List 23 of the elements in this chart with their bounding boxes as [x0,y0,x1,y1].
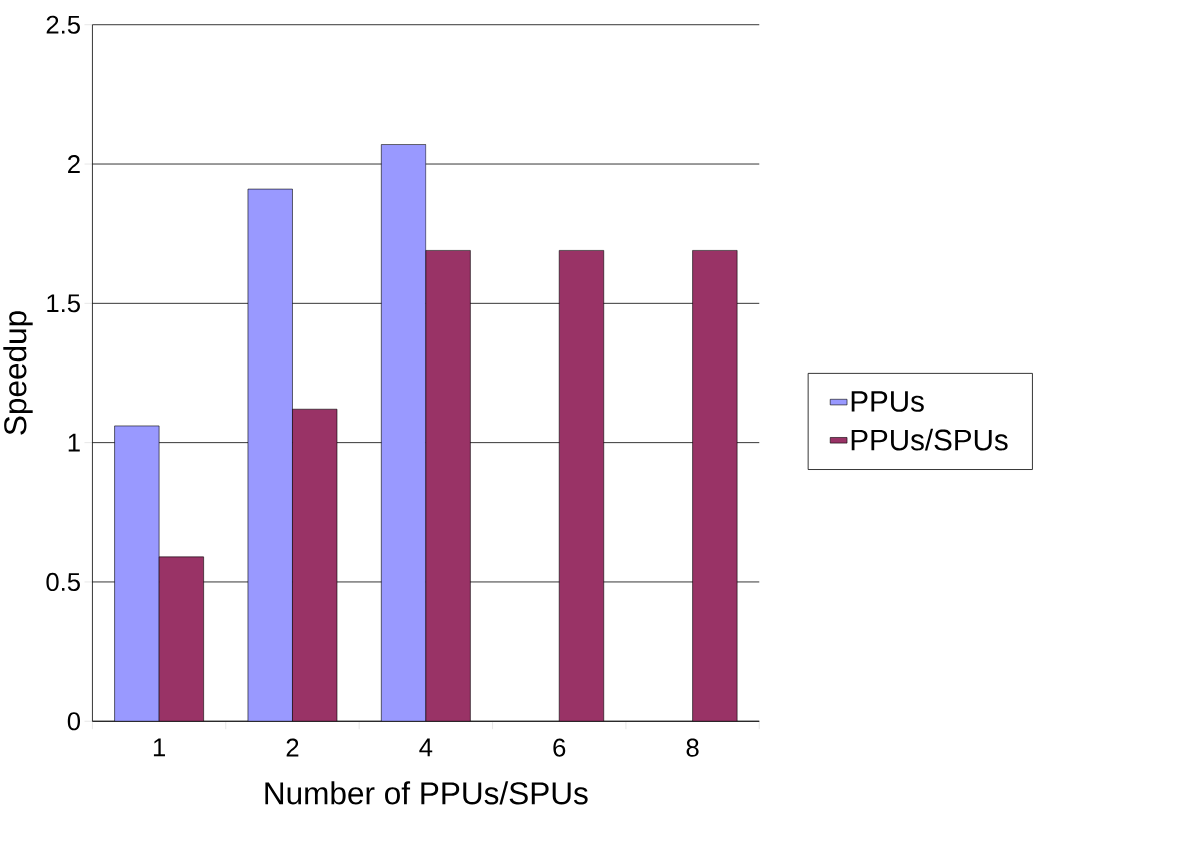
y-tick-label: 1 [68,433,80,452]
x-tick-label: 8 [686,738,699,757]
legend-label: PPUs [851,391,924,412]
bar [114,425,160,722]
bar [247,188,293,722]
y-tick-label: 0.5 [46,572,80,592]
bar [692,250,738,722]
legend-label: PPUs/SPUs [851,428,1008,451]
bar [381,144,427,722]
bar [158,556,204,722]
x-tick-label: 4 [419,738,433,757]
y-axis-title: Speedup [3,311,33,435]
bar [292,408,338,722]
y-tick-label: 0 [67,712,81,731]
x-axis-title: Number of PPUs/SPUs [265,781,588,805]
bar [558,250,605,722]
x-tick-label: 2 [286,738,299,757]
y-tick-label: 2 [68,155,80,174]
x-tick-label: 1 [153,738,165,757]
y-tick-label: 1.5 [47,294,80,313]
x-tick-label: 6 [553,738,566,757]
y-tick-label: 2.5 [46,15,80,34]
bar [425,250,471,722]
